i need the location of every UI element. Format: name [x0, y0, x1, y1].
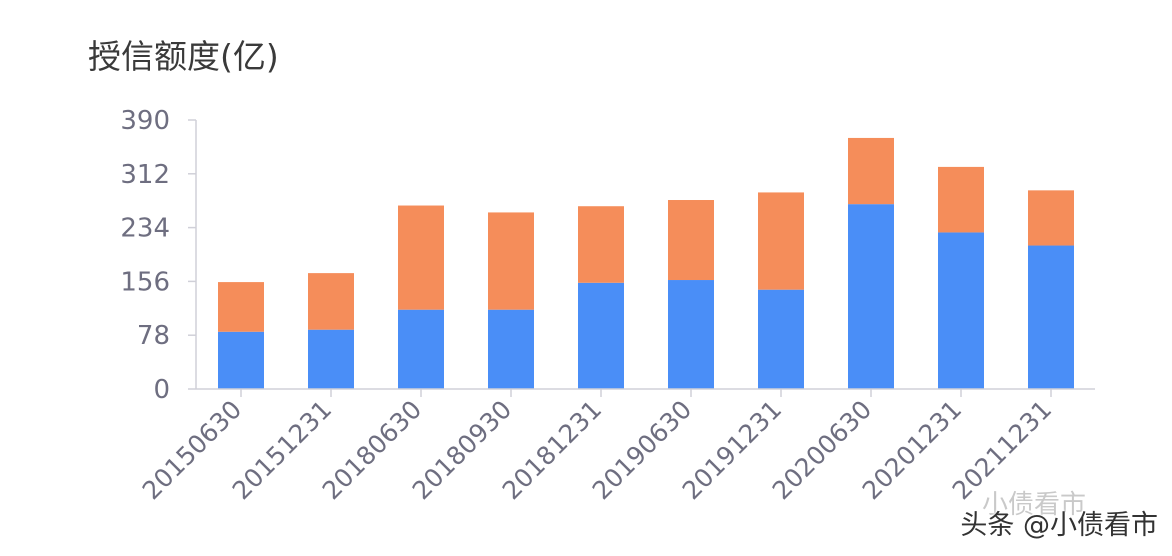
bar-segment-s2-20180930 [488, 212, 534, 310]
bar-segment-s2-20200630 [848, 137, 894, 205]
y-tick-label: 0 [153, 375, 170, 405]
x-axis: 2015063020151231201806302018093020181231… [137, 388, 1095, 505]
chart-title: 授信额度(亿) [88, 37, 279, 76]
bar-segment-s2-20190630 [668, 200, 714, 281]
y-axis: 390 312 234 156 78 0 [120, 106, 197, 405]
y-tick-label: 312 [120, 160, 170, 190]
bar-segment-s1-20191231 [758, 289, 804, 389]
watermark: 头条 @小债看市 [960, 510, 1158, 541]
y-tick-label: 234 [120, 214, 170, 244]
bars-group [218, 137, 1074, 389]
bar-segment-s2-20211231 [1028, 190, 1074, 246]
bar-segment-s1-20151231 [308, 329, 354, 389]
bar-segment-s2-20181231 [578, 206, 624, 283]
faint-watermark: 小债看市 [982, 490, 1087, 520]
bar-segment-s2-20151231 [308, 273, 354, 330]
bar-segment-s1-20180630 [398, 309, 444, 389]
bar-segment-s1-20200630 [848, 204, 894, 389]
bar-segment-s2-20150630 [218, 282, 264, 332]
y-tick-label: 390 [120, 106, 170, 136]
y-tick-label: 156 [120, 267, 170, 297]
bar-segment-s1-20150630 [218, 331, 264, 389]
bar-segment-s1-20181231 [578, 282, 624, 389]
bar-segment-s2-20180630 [398, 205, 444, 310]
bar-segment-s1-20180930 [488, 309, 534, 389]
bar-segment-s2-20201231 [938, 166, 984, 233]
y-tick-label: 78 [137, 321, 170, 351]
bar-segment-s1-20201231 [938, 232, 984, 389]
bar-segment-s1-20211231 [1028, 245, 1074, 389]
bar-segment-s1-20190630 [668, 280, 714, 389]
bar-segment-s2-20191231 [758, 192, 804, 290]
